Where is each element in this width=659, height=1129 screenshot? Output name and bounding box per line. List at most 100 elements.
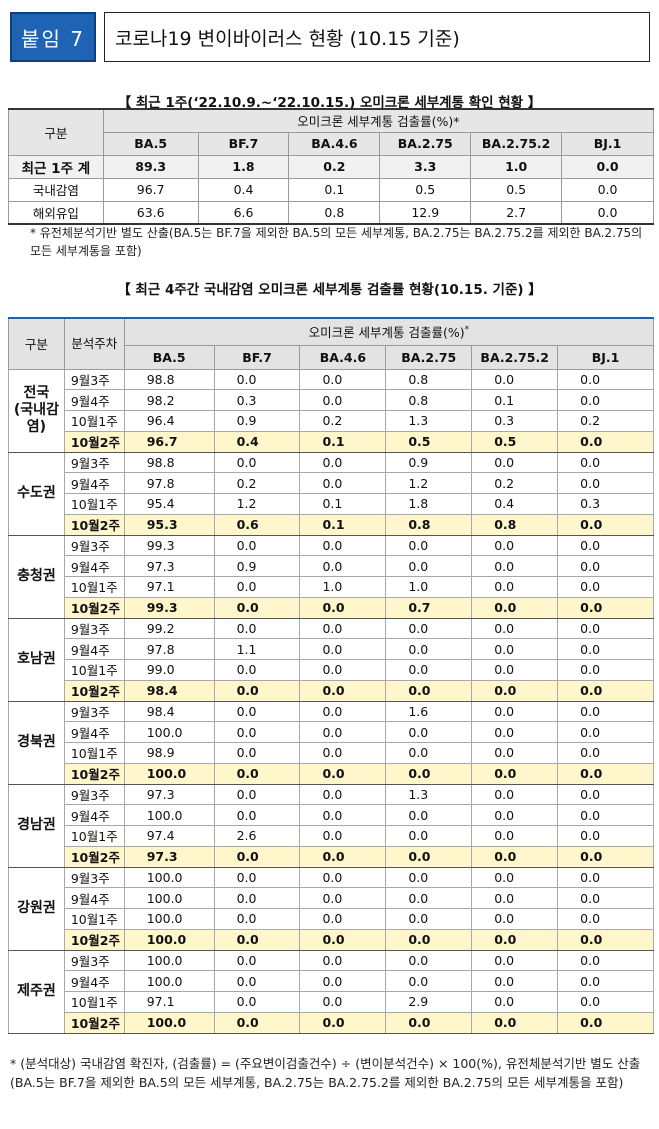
table-row: 10월1주 97.1 0.0 1.0 1.0 0.0 0.0 [9,576,654,598]
page-header: 붙임 7 코로나19 변이바이러스 현황 (10.15 기준) [10,12,650,62]
rate-cell: 1.8 [385,493,473,515]
rate-cell: 1.2 [385,472,473,494]
rate-cell: 0.5 [470,177,563,202]
rate-cell: 0.0 [557,555,654,577]
rate-cell: 0.0 [385,825,473,847]
week-label: 9월3주 [63,617,125,640]
rate-cell: 0.3 [213,389,301,411]
rate-cell: 97.3 [123,845,215,868]
rate-cell: 0.0 [557,825,654,847]
week-label: 9월3주 [63,368,125,391]
rate-cell: 0.0 [213,1011,301,1034]
table-row: 9월4주 97.3 0.9 0.0 0.0 0.0 0.0 [9,555,654,577]
table-row: 해외유입 63.6 6.6 0.8 12.9 2.7 0.0 [8,200,654,225]
rate-cell: 100.0 [123,762,215,785]
table-row: 10월1주 98.9 0.0 0.0 0.0 0.0 0.0 [9,742,654,764]
table-row: 10월2주 95.3 0.6 0.1 0.8 0.8 0.0 [9,513,654,536]
rate-cell: 0.9 [213,555,301,577]
table-row: 10월2주 100.0 0.0 0.0 0.0 0.0 0.0 [9,1011,654,1034]
rate-cell: 0.0 [557,430,654,453]
week-label: 10월1주 [63,659,125,681]
rate-cell: 0.0 [299,679,387,702]
week-label: 10월1주 [63,410,125,432]
rate-cell: 99.3 [123,596,215,619]
rate-cell: 0.0 [299,451,387,474]
rate-cell: 98.4 [123,679,215,702]
rate-cell: 0.0 [557,845,654,868]
rate-cell: 0.2 [557,410,654,432]
table-row: 10월2주 100.0 0.0 0.0 0.0 0.0 0.0 [9,928,654,951]
rate-cell: 0.0 [557,472,654,494]
rate-cell: 0.0 [385,679,473,702]
table-row: 제주권 9월3주 100.0 0.0 0.0 0.0 0.0 0.0 [8,949,654,1034]
rate-cell: 0.1 [471,389,559,411]
rate-cell: 0.0 [299,825,387,847]
region-label: 호남권 [8,617,65,702]
rate-cell: 0.0 [299,638,387,660]
rate-cell: 100.0 [123,970,215,992]
region-label: 경북권 [8,700,65,785]
rate-cell: 99.3 [123,534,215,557]
rate-cell: 100.0 [123,908,215,930]
rate-cell: 2.9 [385,991,473,1013]
rate-cell: 0.0 [471,887,559,909]
rate-cell: 0.0 [471,617,559,640]
rate-cell: 0.0 [471,555,559,577]
rate-cell: 0.0 [213,679,301,702]
week-label: 10월2주 [63,679,125,702]
rate-cell: 0.9 [385,451,473,474]
rate-cell: 0.0 [385,970,473,992]
rate-cell: 0.0 [471,866,559,889]
rate-cell: 95.4 [123,493,215,515]
rate-cell: 0.0 [471,928,559,951]
rate-cell: 0.0 [299,783,387,806]
section1-footnote: * 유전체분석기반 별도 산출(BA.5는 BF.7을 제외한 BA.5의 모든… [30,226,643,258]
rate-cell: 100.0 [123,949,215,972]
rate-cell: 0.0 [471,451,559,474]
rate-cell: 97.1 [123,576,215,598]
rate-cell: 0.0 [557,866,654,889]
rate-cell: 1.2 [213,493,301,515]
rate-cell: 0.0 [385,721,473,743]
attachment-badge: 붙임 7 [10,12,96,62]
table-row: 국내감염 96.7 0.4 0.1 0.5 0.5 0.0 [8,177,654,202]
rate-cell: 0.0 [299,970,387,992]
rate-cell: 96.7 [102,177,199,202]
week-label: 9월4주 [63,887,125,909]
rate-cell: 96.4 [123,410,215,432]
rate-cell: 0.8 [471,513,559,536]
variant-header: BA.2.75 [385,344,473,370]
week-label: 10월2주 [63,762,125,785]
rate-cell: 0.0 [471,638,559,660]
rate-cell: 0.0 [213,949,301,972]
rate-cell: 2.7 [470,200,563,225]
table-row: 10월1주 96.4 0.9 0.2 1.3 0.3 0.2 [9,410,654,432]
rate-cell: 0.0 [557,887,654,909]
rate-cell: 0.0 [385,534,473,557]
row-label: 최근 1주 계 [8,154,104,179]
rate-cell: 0.0 [385,908,473,930]
table-row: 9월4주 100.0 0.0 0.0 0.0 0.0 0.0 [9,887,654,909]
rate-cell: 0.0 [213,617,301,640]
region-label: 경남권 [8,783,65,868]
rate-cell: 0.3 [557,493,654,515]
rate-cell: 0.0 [471,1011,559,1034]
rate-cell: 0.5 [385,430,473,453]
rate-cell: 0.0 [557,534,654,557]
week-label: 10월1주 [63,576,125,598]
week-label: 9월4주 [63,970,125,992]
rate-cell: 0.0 [557,368,654,391]
rate-cell: 0.0 [213,659,301,681]
variant-header: BA.5 [102,131,199,156]
table-row: 9월4주 100.0 0.0 0.0 0.0 0.0 0.0 [9,721,654,743]
rate-cell: 0.0 [557,700,654,723]
rate-cell: 0.0 [557,721,654,743]
rate-cell: 0.0 [299,991,387,1013]
rate-cell: 0.0 [561,154,654,179]
variant-header: BF.7 [197,131,290,156]
rate-cell: 100.0 [123,866,215,889]
rate-cell: 2.6 [213,825,301,847]
rate-cell: 0.0 [213,991,301,1013]
col-week-header: 분석주차 [63,317,125,370]
table-row: 경남권 9월3주 97.3 0.0 0.0 1.3 0.0 0.0 [8,783,654,868]
